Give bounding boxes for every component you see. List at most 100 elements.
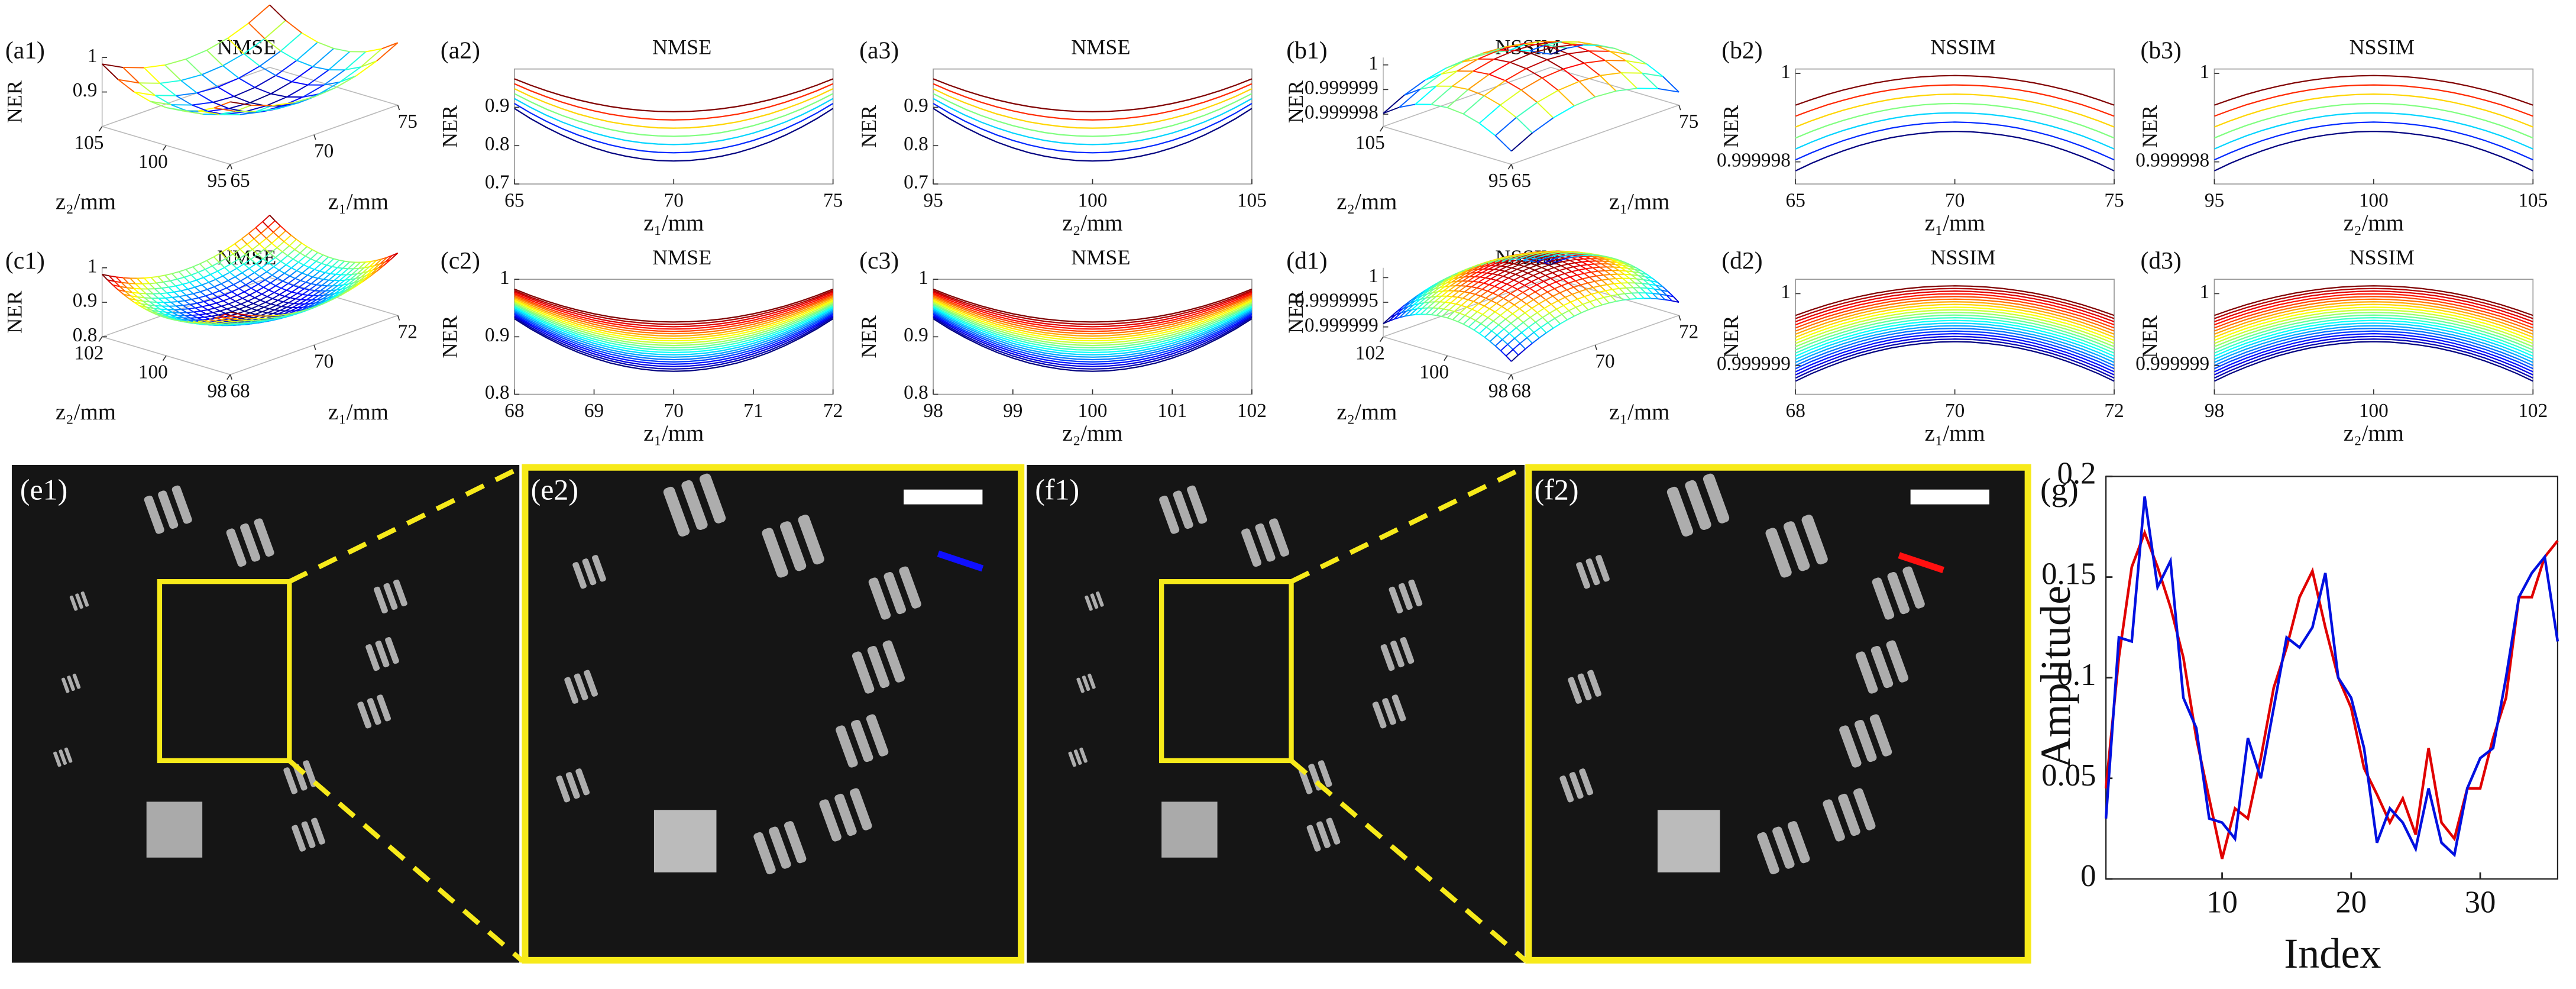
- surface-mesh: [277, 102, 299, 109]
- surface-mesh: [1504, 68, 1527, 82]
- surface-mesh: [1488, 280, 1497, 286]
- surface-mesh: [304, 288, 310, 290]
- x-tick-label: 98: [2205, 400, 2224, 422]
- surface-mesh: [1519, 303, 1527, 309]
- surface-mesh: [160, 80, 182, 84]
- surface-mesh: [209, 319, 216, 322]
- surface-mesh: [202, 306, 208, 311]
- surface-mesh: [203, 301, 210, 306]
- surface-mesh: [1474, 266, 1480, 269]
- surface-mesh: [1589, 276, 1596, 282]
- surface-mesh: [309, 299, 318, 305]
- surface-mesh: [1499, 283, 1507, 289]
- surface-mesh: [231, 258, 239, 264]
- surface-slice: [933, 291, 1253, 328]
- surface-mesh: [1603, 274, 1611, 276]
- surface-mesh: [1509, 333, 1515, 339]
- surface-mesh: [196, 302, 203, 308]
- surface-slice: [933, 302, 1253, 347]
- surface-mesh: [228, 300, 236, 305]
- surface-mesh: [254, 86, 271, 95]
- surface-mesh: [1485, 277, 1491, 280]
- surface-slice: [933, 295, 1253, 335]
- surface-mesh: [1561, 285, 1568, 290]
- surface-mesh: [332, 280, 340, 287]
- target-bar: [699, 473, 726, 523]
- surface-mesh: [1532, 253, 1538, 256]
- surface-mesh: [1450, 302, 1457, 305]
- surface-mesh: [1582, 303, 1589, 311]
- surface-mesh: [1462, 270, 1468, 273]
- surface-mesh: [1542, 287, 1548, 293]
- surface-mesh: [1554, 267, 1560, 272]
- surface-mesh: [266, 96, 287, 106]
- surface-mesh: [157, 274, 166, 277]
- y-tick-label: 1: [1781, 281, 1791, 303]
- surface-mesh: [307, 274, 313, 278]
- surface-mesh: [314, 269, 321, 272]
- surface-mesh: [233, 318, 241, 321]
- y-tick-label: 102: [1355, 342, 1385, 364]
- surface-mesh: [1543, 308, 1550, 314]
- surface-mesh: [1500, 344, 1509, 351]
- x-tick: [313, 344, 316, 350]
- surface-slice: [514, 315, 834, 367]
- surface-mesh: [195, 307, 201, 312]
- surface-mesh: [208, 282, 215, 287]
- surface-mesh: [107, 279, 114, 286]
- surface-mesh: [1565, 254, 1571, 257]
- target-bar: [67, 676, 75, 691]
- surface-mesh: [1488, 73, 1506, 82]
- profile-line: [2104, 529, 2559, 859]
- surface-mesh: [1543, 303, 1552, 309]
- surface-mesh: [1484, 330, 1493, 338]
- x-tick-label: 70: [1595, 350, 1614, 372]
- surface-mesh: [1578, 80, 1596, 98]
- surface-mesh: [1658, 88, 1679, 93]
- surface-mesh: [1431, 104, 1448, 108]
- surface-mesh: [1580, 284, 1587, 290]
- surface-mesh: [342, 279, 351, 286]
- panel-label: (d2): [1721, 247, 1762, 274]
- surface-mesh: [1513, 279, 1520, 283]
- surface-mesh: [1542, 68, 1564, 79]
- surface-mesh: [1514, 260, 1521, 262]
- surface-mesh: [210, 274, 216, 280]
- target-bar: [1079, 747, 1088, 763]
- surface-mesh: [335, 284, 344, 291]
- surface-mesh: [250, 309, 257, 314]
- surface-mesh: [245, 280, 254, 286]
- surface-mesh: [221, 283, 227, 289]
- surface-mesh: [254, 272, 260, 277]
- surface-mesh: [281, 287, 287, 291]
- target-group: [753, 821, 807, 875]
- surface-mesh: [109, 275, 116, 278]
- surface-slice: [933, 311, 1253, 361]
- surface-mesh: [160, 83, 177, 96]
- surface-mesh: [292, 291, 297, 294]
- surface-mesh: [1457, 291, 1465, 298]
- surface-mesh: [1467, 276, 1475, 282]
- surface-mesh: [218, 294, 225, 298]
- target-bar: [393, 579, 407, 607]
- target-bar: [1159, 495, 1180, 534]
- surface-mesh: [187, 289, 194, 295]
- y-tick-label: 100: [1419, 361, 1449, 383]
- surface-mesh: [315, 298, 323, 304]
- surface-mesh: [349, 277, 356, 280]
- surface-mesh: [1665, 299, 1672, 302]
- surface-mesh: [164, 59, 186, 66]
- surface-mesh: [1441, 282, 1447, 285]
- surface-mesh: [281, 302, 289, 308]
- surface-mesh: [1517, 348, 1526, 355]
- x-axis-label: z₁/mm: [328, 189, 389, 214]
- surface-mesh: [1500, 262, 1509, 267]
- surface-mesh: [229, 322, 237, 324]
- surface-mesh: [290, 293, 298, 299]
- panel-title: NMSE: [1071, 35, 1130, 59]
- surface-mesh: [385, 254, 393, 263]
- surface-mesh: [1523, 252, 1529, 255]
- surface-mesh: [292, 252, 301, 260]
- surface-mesh: [1625, 270, 1632, 276]
- surface-mesh: [1572, 256, 1578, 258]
